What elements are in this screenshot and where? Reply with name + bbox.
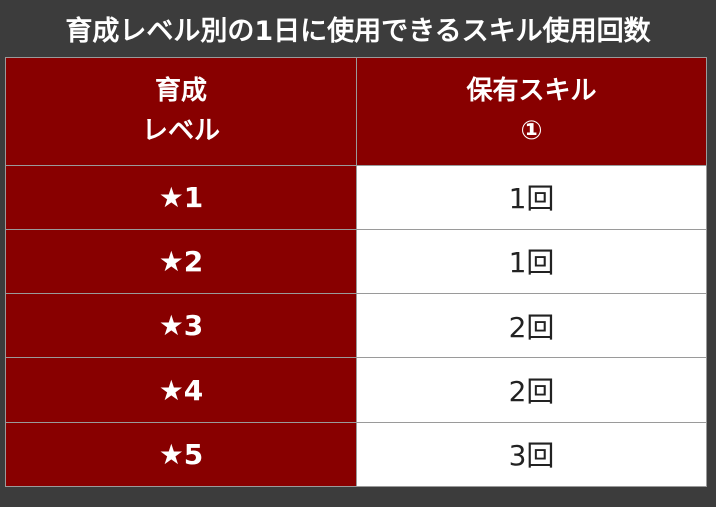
count-cell: 2回 bbox=[356, 357, 707, 423]
table-row: ★2 1回 bbox=[5, 228, 707, 295]
level-cell: ★1 bbox=[5, 164, 357, 230]
table-row: ★4 2回 bbox=[5, 357, 707, 423]
level-cell: ★2 bbox=[5, 228, 357, 295]
title: 育成レベル別の1日に使用できるスキル使用回数 bbox=[65, 16, 651, 47]
table-row: ★5 3回 bbox=[5, 421, 707, 488]
count-cell: 3回 bbox=[356, 421, 707, 488]
skill-table: 育成 レベル 保有スキル ① ★1 1回 ★2 1回 ★3 2回 ★4 2回 ★5 3回 bbox=[5, 57, 707, 488]
level-cell: ★4 bbox=[5, 357, 357, 423]
level-cell: ★5 bbox=[5, 421, 357, 488]
table-body: 育成 レベル 保有スキル ① ★1 1回 ★2 1回 ★3 2回 ★4 2回 ★5 3回 bbox=[5, 57, 707, 488]
header-cell: 育成 レベル bbox=[5, 57, 357, 166]
header-text: レベル bbox=[141, 116, 220, 147]
header-text: 育成 bbox=[154, 76, 207, 107]
header-text: ① bbox=[520, 116, 543, 147]
count-cell: 2回 bbox=[356, 293, 707, 359]
header-text: 保有スキル bbox=[466, 76, 597, 107]
header-row: 育成レベル 保有スキル ① bbox=[5, 57, 707, 166]
table-row: ★3 2回 bbox=[5, 293, 707, 359]
table-row: ★1 1回 bbox=[5, 164, 707, 230]
count-cell: 1回 bbox=[356, 164, 707, 230]
header-cell: 保有スキル ① bbox=[356, 57, 707, 166]
count-cell: 1回 bbox=[356, 228, 707, 295]
level-cell: ★3 bbox=[5, 293, 357, 359]
